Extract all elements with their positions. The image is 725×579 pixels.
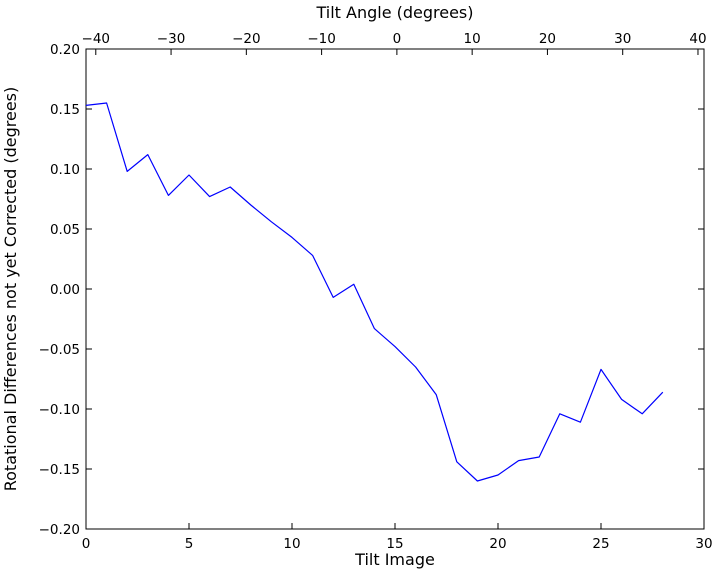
x-tick-label: 15: [386, 536, 403, 552]
y-tick-label: 0.00: [50, 282, 80, 298]
y-tick-label: 0.05: [50, 222, 80, 238]
x-tick-label: 20: [489, 536, 506, 552]
x-tick-label: 30: [695, 536, 712, 552]
top-tick-label: 40: [689, 31, 706, 47]
y-tick-label: 0.20: [50, 42, 80, 58]
plot-area: [85, 48, 705, 530]
top-tick-label: −20: [232, 31, 261, 47]
y-axis-label: Rotational Differences not yet Corrected…: [1, 87, 20, 492]
top-axis-label: Tilt Angle (degrees): [315, 3, 473, 22]
top-tick-label: 10: [464, 31, 481, 47]
top-tick-label: 30: [614, 31, 631, 47]
x-tick-label: 0: [82, 536, 91, 552]
x-tick-label: 25: [592, 536, 609, 552]
x-tick-label: 5: [185, 536, 194, 552]
top-tick-label: −10: [307, 31, 336, 47]
top-tick-label: −40: [82, 31, 111, 47]
axis-ticks: 0 5 10 15 20 25 30 −0.20 −0.15 −0.10 −0.05 0.00 0.05…: [39, 31, 713, 552]
y-tick-label: 0.10: [50, 162, 80, 178]
top-tick-label: 0: [393, 31, 402, 47]
x-tick-label: 10: [283, 536, 300, 552]
y-tick-label: 0.15: [50, 102, 80, 118]
y-tick-label: −0.15: [39, 462, 80, 478]
y-tick-label: −0.10: [39, 402, 80, 418]
line-series: [85, 102, 664, 482]
y-tick-label: −0.05: [39, 342, 80, 358]
x-axis-label: Tilt Image: [354, 550, 435, 569]
y-tick-label: −0.20: [39, 522, 80, 538]
top-tick-label: −30: [157, 31, 186, 47]
top-tick-label: 20: [539, 31, 556, 47]
